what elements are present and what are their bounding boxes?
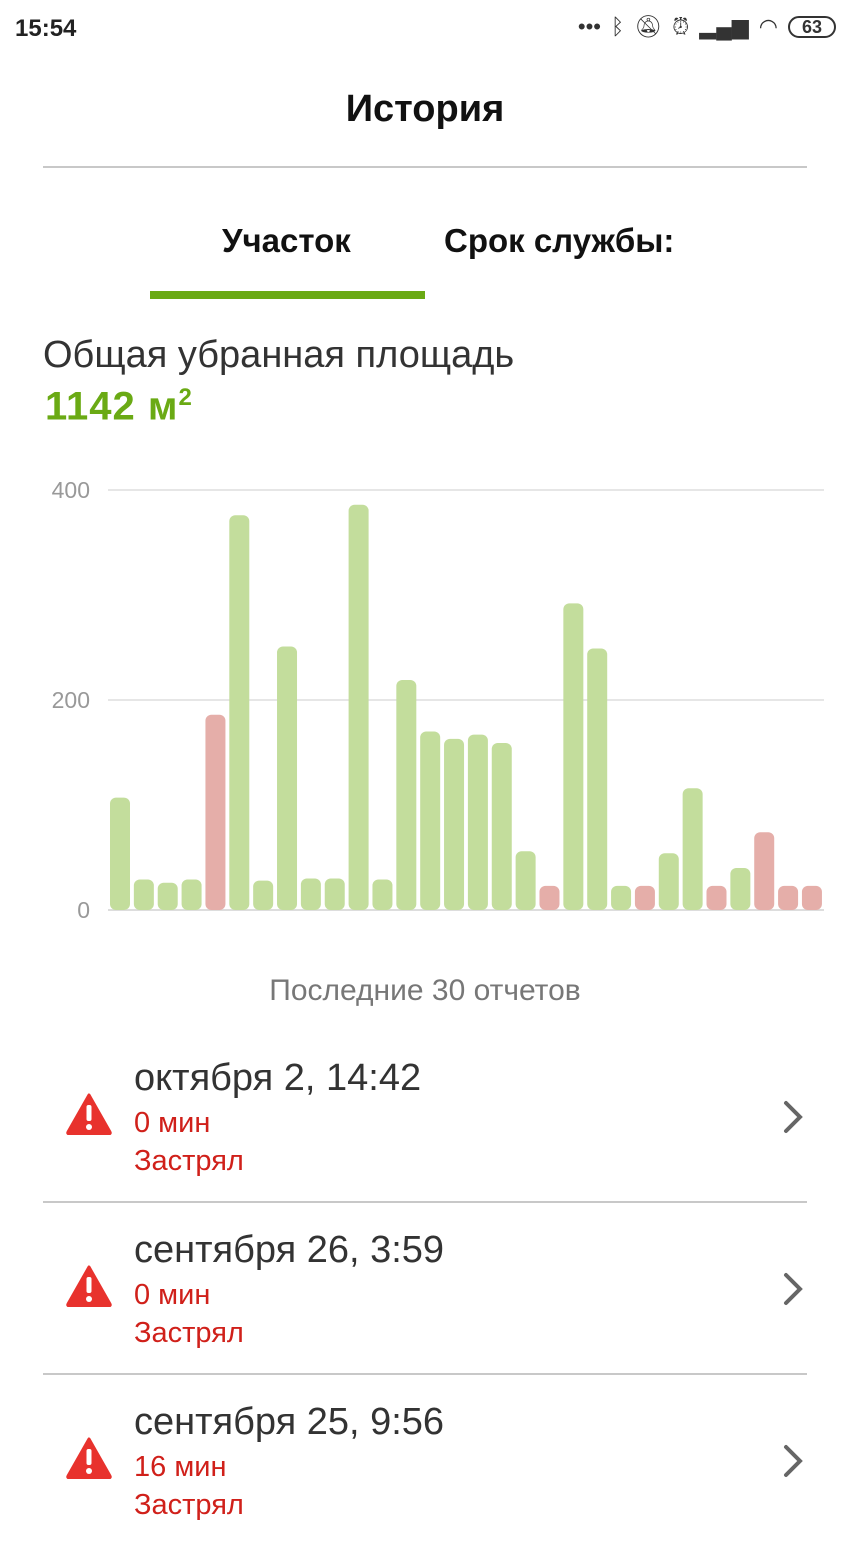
bar-22[interactable]	[611, 885, 632, 910]
report-duration: 16 мин	[134, 1451, 227, 1483]
page-title: История	[345, 88, 505, 130]
report-date: сентября 25, 9:56	[134, 1401, 445, 1443]
report-list-item[interactable]: октября 2, 14:42 0 мин Застрял	[0, 1045, 850, 1217]
bar-13[interactable]	[396, 680, 417, 910]
report-status: Застрял	[134, 1317, 244, 1349]
bar-3[interactable]	[157, 882, 178, 910]
bar-10[interactable]	[324, 878, 345, 911]
report-status: Застрял	[134, 1489, 244, 1521]
bar-28[interactable]	[754, 832, 775, 910]
report-duration: 0 мин	[134, 1107, 211, 1139]
divider	[43, 1373, 807, 1375]
area-bar-chart: 0 200 400	[52, 477, 824, 923]
warning-icon	[66, 1265, 112, 1307]
bar-8[interactable]	[277, 646, 298, 910]
bar-24[interactable]	[658, 853, 679, 910]
bar-2[interactable]	[133, 879, 154, 910]
report-duration: 0 мин	[134, 1279, 211, 1311]
report-list-item[interactable]: сентября 25, 9:56 16 мин Застрял	[0, 1389, 850, 1561]
bar-5[interactable]	[205, 714, 226, 910]
bluetooth-icon: ᛒ	[611, 14, 625, 39]
bar-29[interactable]	[778, 885, 799, 910]
signal-icon: ▂▄▆	[699, 14, 749, 39]
active-tab-indicator	[150, 291, 425, 299]
report-date: октября 2, 14:42	[134, 1057, 422, 1099]
more-dots-icon: •••	[577, 14, 602, 39]
bar-16[interactable]	[467, 734, 488, 910]
bar-30[interactable]	[801, 885, 822, 910]
chevron-right-icon	[784, 1273, 803, 1305]
bar-6[interactable]	[229, 515, 250, 910]
chart-caption: Последние 30 отчетов	[269, 974, 581, 1007]
y-tick-label: 200	[52, 687, 90, 713]
bar-9[interactable]	[300, 878, 321, 911]
warning-icon	[66, 1437, 112, 1479]
y-tick-label: 0	[77, 897, 90, 923]
chevron-right-icon	[784, 1445, 803, 1477]
bar-25[interactable]	[682, 788, 703, 910]
report-status: Застрял	[134, 1145, 244, 1177]
summary-value-text: 1142 м	[45, 384, 179, 429]
bar-15[interactable]	[444, 738, 465, 910]
warning-icon	[66, 1093, 112, 1135]
bar-11[interactable]	[348, 504, 369, 910]
clock: 15:54	[15, 15, 77, 42]
report-list-item[interactable]: сентября 26, 3:59 0 мин Застрял	[0, 1217, 850, 1389]
tab-lifetime[interactable]: Срок службы:	[444, 222, 675, 259]
battery-icon: 63	[787, 16, 836, 38]
summary-label: Общая убранная площадь	[43, 334, 515, 376]
divider	[43, 1201, 807, 1203]
bar-4[interactable]	[181, 879, 202, 910]
bar-1[interactable]	[110, 797, 130, 910]
bar-27[interactable]	[730, 868, 751, 910]
bar-17[interactable]	[491, 743, 512, 910]
bar-12[interactable]	[372, 879, 393, 910]
bar-7[interactable]	[253, 880, 274, 910]
report-date: сентября 26, 3:59	[134, 1229, 445, 1271]
wifi-icon: ◠	[758, 14, 778, 39]
y-tick-label: 400	[52, 477, 90, 503]
summary-value: 1142 м2	[45, 384, 193, 429]
bar-21[interactable]	[587, 648, 608, 910]
alarm-icon: ⏰︎	[672, 14, 690, 39]
chevron-right-icon	[784, 1101, 803, 1133]
bar-18[interactable]	[515, 851, 536, 910]
bar-19[interactable]	[539, 885, 560, 910]
bar-14[interactable]	[420, 731, 441, 911]
divider	[43, 166, 807, 168]
bar-23[interactable]	[634, 885, 655, 910]
silent-bell-icon: 🔕︎	[634, 14, 663, 39]
status-bar: 15:54 ••• ᛒ 🔕︎ ⏰︎ ▂▄▆ ◠ 63	[0, 0, 850, 56]
summary-unit-sup: 2	[178, 384, 193, 411]
tab-area[interactable]: Участок	[222, 222, 351, 259]
bar-26[interactable]	[706, 885, 727, 910]
bar-20[interactable]	[563, 603, 584, 910]
